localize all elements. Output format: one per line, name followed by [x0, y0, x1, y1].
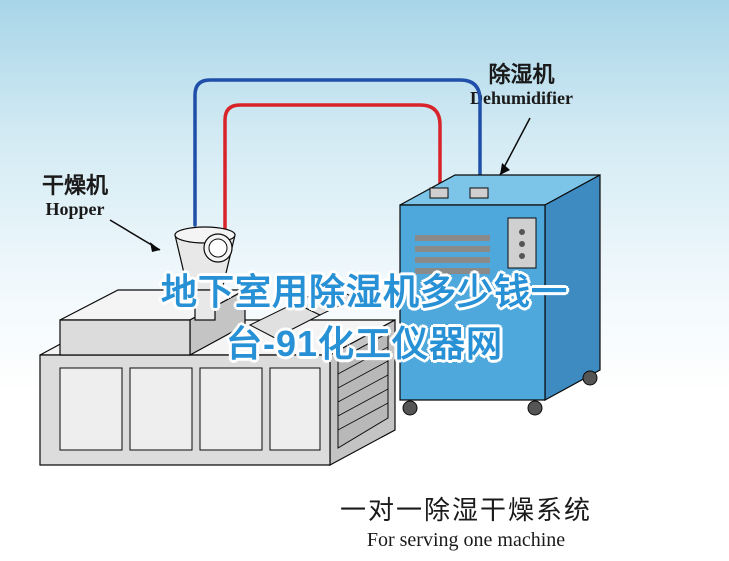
caster-icon — [528, 401, 542, 415]
dehumidifier-panel-dot — [519, 253, 525, 259]
dehumidifier-port-1 — [430, 188, 448, 198]
dehumidifier-port-2 — [470, 188, 488, 198]
hopper-arrow-head — [150, 242, 160, 252]
extruder-door — [200, 368, 262, 450]
extruder-door — [60, 368, 122, 450]
overlay-title-line2: 台-91化工仪器网 — [226, 323, 503, 364]
dehumidifier-panel-dot — [519, 241, 525, 247]
dehumidifier-panel-dot — [519, 229, 525, 235]
extruder-door — [270, 368, 320, 450]
dehumidifier-vent — [415, 246, 490, 252]
caster-icon — [403, 401, 417, 415]
overlay-title: 地下室用除湿机多少钱一 台-91化工仪器网 — [161, 263, 568, 367]
overlay-title-line1: 地下室用除湿机多少钱一 — [161, 271, 568, 312]
extruder-door — [130, 368, 192, 450]
dehumidifier-vent — [415, 235, 490, 241]
caster-icon — [583, 371, 597, 385]
hopper-gauge-inner — [209, 239, 227, 257]
